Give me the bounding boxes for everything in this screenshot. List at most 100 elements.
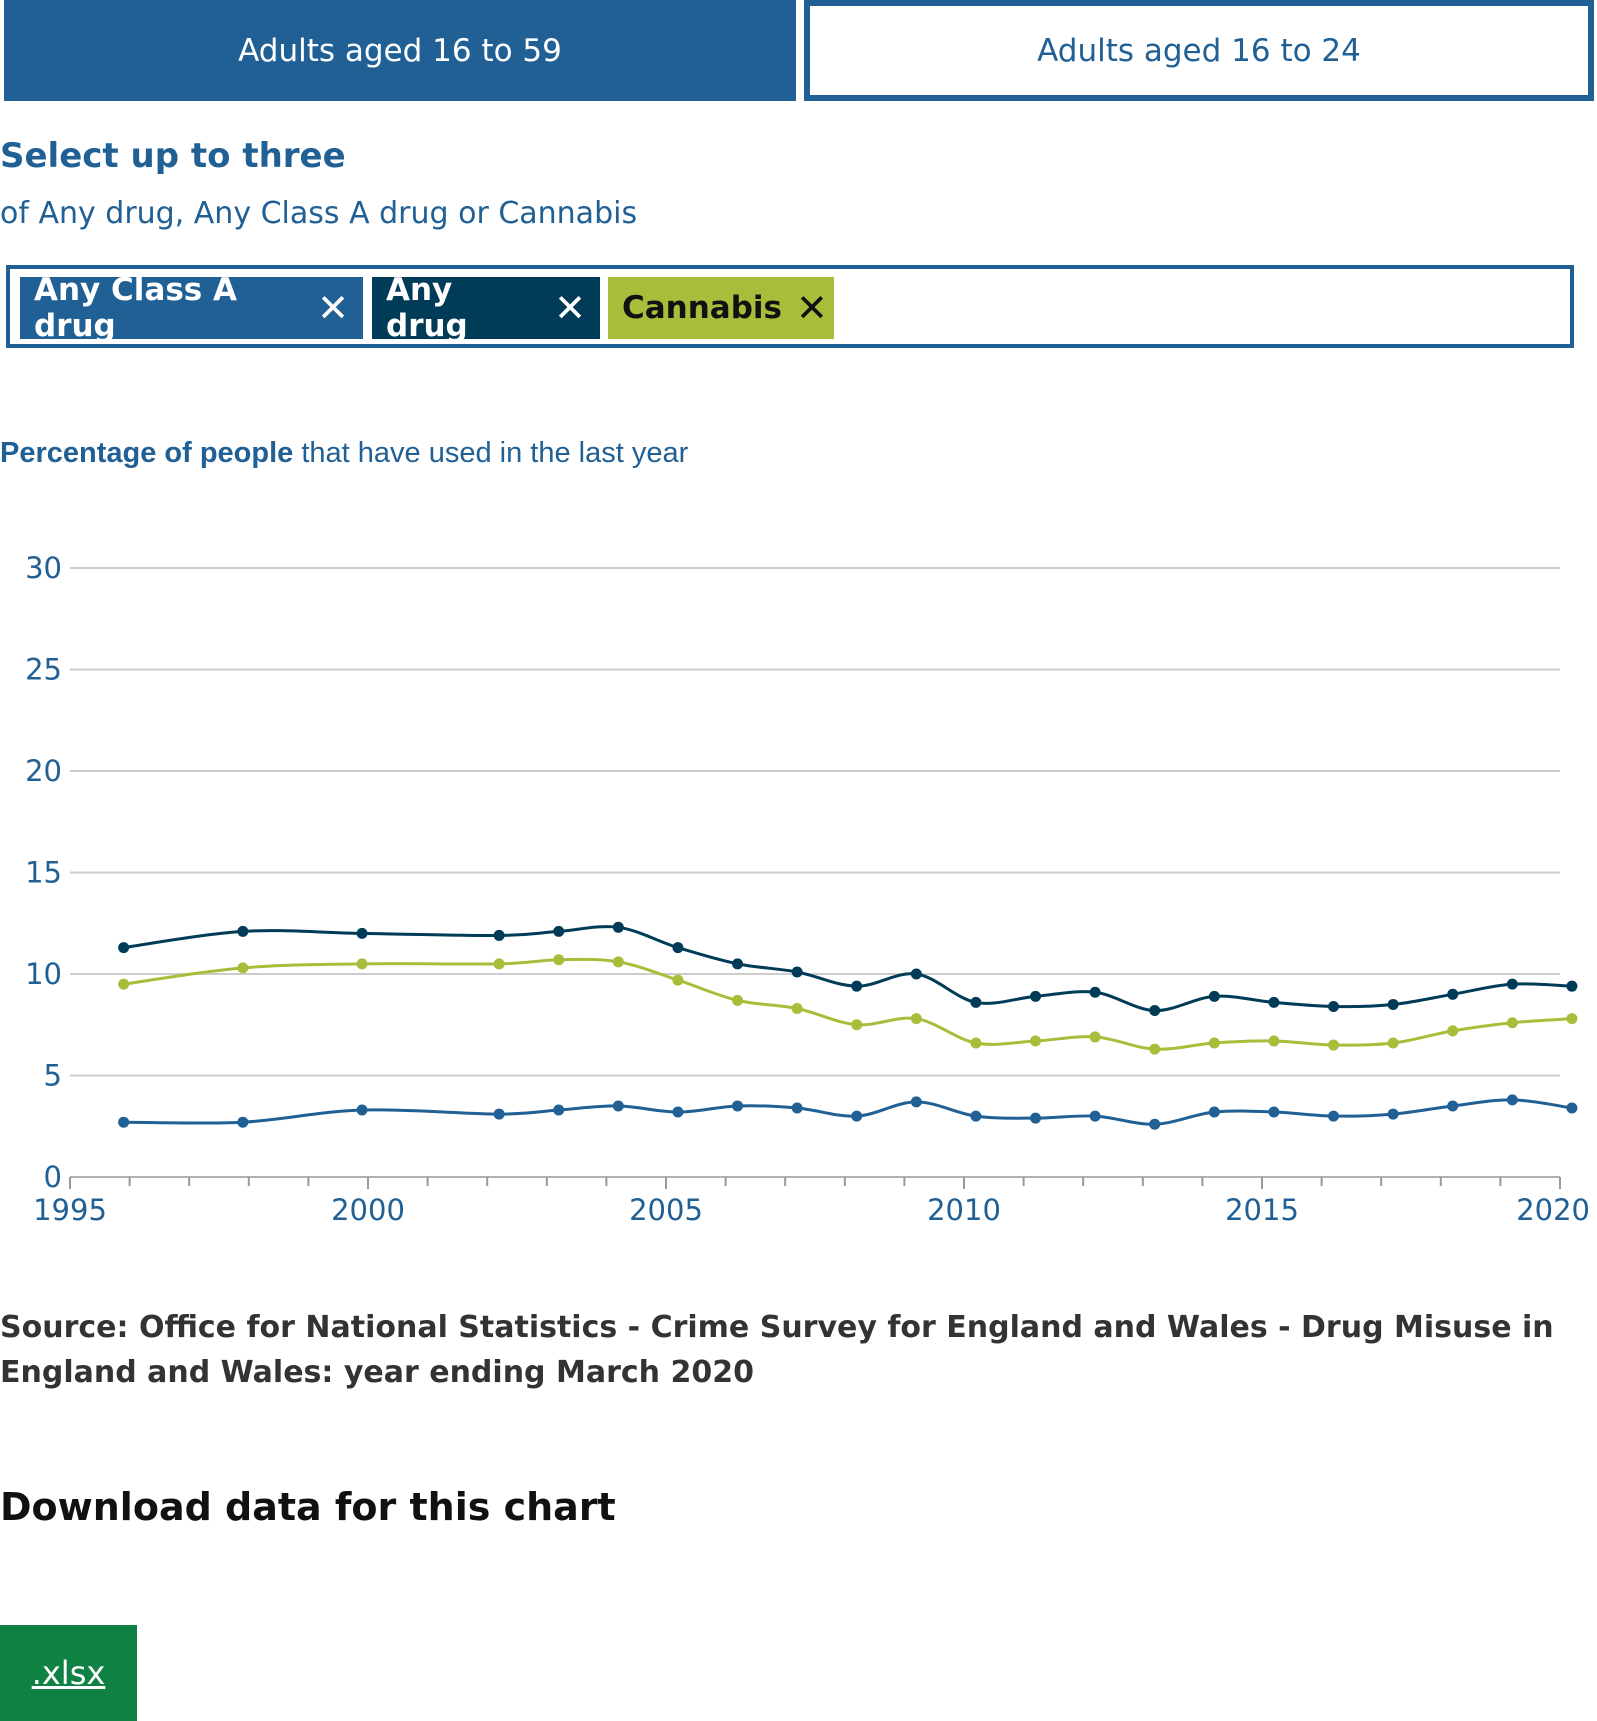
axes: 0 5 10 15 20 25 30 1995 2000 2005 2010 2015 2020 [25,551,1590,1227]
data-point[interactable] [1447,988,1459,1000]
data-point[interactable] [553,925,565,937]
data-point[interactable] [970,996,982,1008]
data-point[interactable] [1089,1031,1101,1043]
data-point[interactable] [356,927,368,939]
chip-label: Any Class A drug [34,272,238,344]
data-point[interactable] [1387,998,1399,1010]
x-tick-label: 2015 [1225,1193,1299,1227]
tab-adults-16-59[interactable]: Adults aged 16 to 59 [4,0,796,101]
data-point[interactable] [672,1106,684,1118]
data-point[interactable] [1566,980,1578,992]
data-point[interactable] [1208,1106,1220,1118]
data-point[interactable] [237,962,249,974]
x-tick-label: 2010 [927,1193,1001,1227]
data-point[interactable] [356,1104,368,1116]
source-note: Source: Office for National Statistics -… [0,1310,1554,1390]
data-point[interactable] [1447,1100,1459,1112]
data-point[interactable] [1149,1043,1161,1055]
data-point[interactable] [1089,986,1101,998]
selector-heading: Select up to three [0,136,346,176]
data-point[interactable] [732,958,744,970]
chip-any-drug[interactable]: Any drug ✕ [372,272,600,344]
data-point[interactable] [672,942,684,954]
y-tick-label: 25 [25,653,62,687]
data-point[interactable] [791,1102,803,1114]
series-line [123,1098,1573,1126]
data-point[interactable] [910,968,922,980]
data-point[interactable] [851,1110,863,1122]
data-point[interactable] [1387,1037,1399,1049]
y-tick-label: 5 [44,1059,62,1093]
data-point[interactable] [553,954,565,966]
gridlines [70,567,1560,1178]
chip-cannabis[interactable]: Cannabis ✕ [608,277,834,339]
series-line [123,925,1572,1013]
data-point[interactable] [1328,1110,1340,1122]
data-point[interactable] [237,925,249,937]
data-point[interactable] [1566,1013,1578,1025]
selector-subheading: of Any drug, Any Class A drug or Cannabi… [0,196,638,231]
data-point[interactable] [612,921,624,933]
chart-title-rest: that have used in the last year [293,437,689,469]
data-point[interactable] [732,1100,744,1112]
data-point[interactable] [1447,1025,1459,1037]
data-point[interactable] [612,956,624,968]
data-point[interactable] [356,958,368,970]
data-point[interactable] [118,978,130,990]
data-point[interactable] [910,1013,922,1025]
data-point[interactable] [493,958,505,970]
data-point[interactable] [1030,1035,1042,1047]
data-point[interactable] [1089,1110,1101,1122]
data-point[interactable] [1566,1102,1578,1114]
y-tick-label: 20 [25,754,62,788]
data-point[interactable] [851,980,863,992]
series-any-class-a-drug [118,1094,1578,1130]
download-heading: Download data for this chart [0,1485,616,1529]
data-point[interactable] [851,1019,863,1031]
y-tick-label: 30 [25,551,62,585]
data-point[interactable] [1506,1017,1518,1029]
data-point[interactable] [732,994,744,1006]
x-tick-label: 2020 [1516,1193,1590,1227]
chip-any-class-a-drug[interactable]: Any Class A drug ✕ [20,272,363,344]
data-point[interactable] [1149,1118,1161,1130]
data-point[interactable] [970,1110,982,1122]
data-point[interactable] [118,1116,130,1128]
data-point[interactable] [672,974,684,986]
data-point[interactable] [970,1037,982,1049]
y-tick-label: 10 [25,957,62,991]
data-point[interactable] [1268,1035,1280,1047]
data-point[interactable] [791,966,803,978]
age-group-tabs: Adults aged 16 to 59 Adults aged 16 to 2… [0,0,1597,101]
tab-adults-16-24[interactable]: Adults aged 16 to 24 [804,0,1594,101]
data-point[interactable] [118,942,130,954]
data-point[interactable] [910,1096,922,1108]
data-point[interactable] [1149,1005,1161,1017]
data-point[interactable] [1328,1039,1340,1051]
close-icon[interactable]: ✕ [554,286,586,330]
data-point[interactable] [1030,990,1042,1002]
x-tick-label: 2005 [629,1193,703,1227]
selected-series-box[interactable]: Any Class A drug ✕ Any drug ✕ Cannabis ✕ [6,265,1574,348]
data-point[interactable] [553,1104,565,1116]
line-chart: 0 5 10 15 20 25 30 1995 2000 2005 2010 2015 2020 [25,551,1590,1227]
close-icon[interactable]: ✕ [317,286,349,330]
data-point[interactable] [1506,978,1518,990]
download-xlsx-button[interactable]: .xlsx [0,1625,137,1721]
data-point[interactable] [1268,996,1280,1008]
data-point[interactable] [1506,1094,1518,1106]
data-point[interactable] [791,1003,803,1015]
data-point[interactable] [1030,1112,1042,1124]
data-point[interactable] [612,1100,624,1112]
close-icon[interactable]: ✕ [796,286,828,330]
data-point[interactable] [1387,1108,1399,1120]
data-point[interactable] [493,1108,505,1120]
data-point[interactable] [493,929,505,941]
data-point[interactable] [237,1116,249,1128]
data-point[interactable] [1328,1000,1340,1012]
chart-title-bold: Percentage of people [0,437,294,469]
data-point[interactable] [1268,1106,1280,1118]
chip-label: Any drug [386,272,468,344]
data-point[interactable] [1208,1037,1220,1049]
data-point[interactable] [1208,990,1220,1002]
